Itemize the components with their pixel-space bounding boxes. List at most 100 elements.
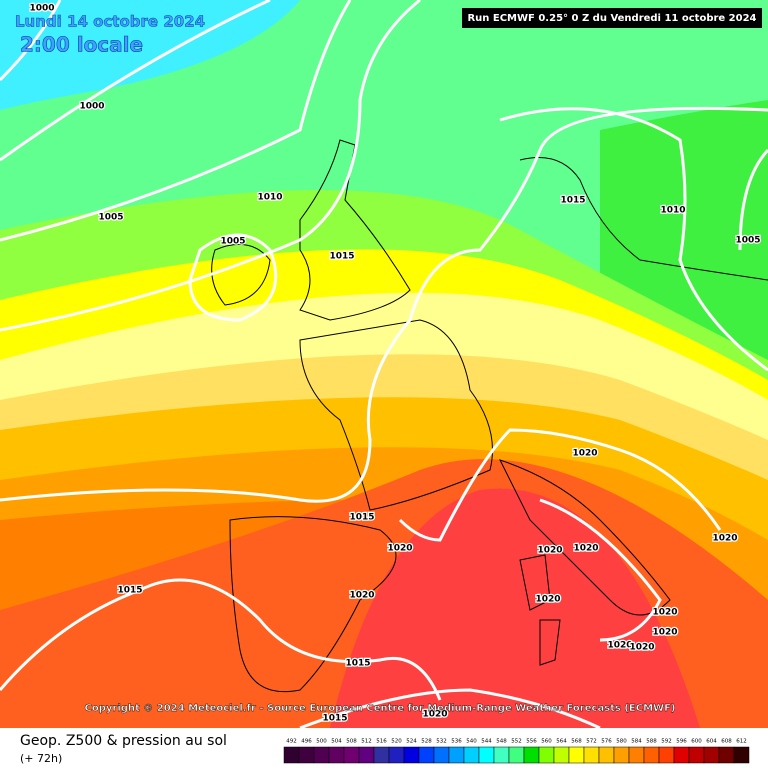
legend-swatch [478, 746, 495, 764]
coastlines [211, 139, 768, 693]
coast [211, 243, 271, 306]
legend-swatch [673, 746, 690, 764]
isobar-label: 1020 [573, 544, 598, 554]
footer-title: Geop. Z500 & pression au sol [20, 733, 227, 749]
legend-label: 512 [361, 739, 372, 745]
legend-label: 520 [391, 739, 402, 745]
legend-label: 608 [721, 739, 732, 745]
legend-label: 540 [466, 739, 477, 745]
isobar-label: 1010 [257, 193, 282, 203]
legend-swatch [358, 746, 375, 764]
isobar-label: 1020 [652, 608, 677, 618]
isobar-label: 1020 [607, 641, 632, 651]
coast [519, 554, 561, 666]
isobar-label: 1015 [345, 659, 370, 669]
isobar [539, 498, 662, 642]
isobar [738, 148, 768, 251]
isobar-label: 1020 [572, 449, 597, 459]
legend-swatch [373, 746, 390, 764]
legend-swatch [298, 746, 315, 764]
legend-swatch [328, 746, 345, 764]
isobar-label: 1020 [349, 591, 374, 601]
isobar [0, 0, 271, 162]
coast [299, 319, 493, 511]
coast [299, 139, 411, 321]
legend-label: 552 [511, 739, 522, 745]
run-info: Run ECMWF 0.25° 0 Z du Vendredi 11 octob… [467, 13, 756, 24]
legend-swatch [703, 746, 720, 764]
legend-swatch [313, 746, 330, 764]
isobar [0, 578, 442, 701]
isobar [0, 0, 421, 332]
legend-label: 556 [526, 739, 537, 745]
legend-swatch [448, 746, 465, 764]
coast [499, 459, 671, 616]
legend-label: 504 [331, 739, 342, 745]
legend-label: 528 [421, 739, 432, 745]
legend-label: 544 [481, 739, 492, 745]
legend-swatch [688, 746, 705, 764]
legend-label: 604 [706, 739, 717, 745]
legend-swatch [658, 746, 675, 764]
legend-swatch [538, 746, 555, 764]
coast [519, 157, 768, 281]
legend-swatch [418, 746, 435, 764]
isobar-label: 1020 [629, 643, 654, 653]
footer-lead: (+ 72h) [20, 752, 62, 765]
isobar-label: 1015 [329, 252, 354, 262]
isobar [0, 0, 62, 82]
legend-swatch [283, 746, 300, 764]
isobar-label: 1020 [652, 628, 677, 638]
legend-swatch [343, 746, 360, 764]
isobar [0, 0, 352, 242]
legend-swatch [523, 746, 540, 764]
legend-label: 516 [376, 739, 387, 745]
isobar-label: 1000 [29, 4, 54, 14]
legend-swatch [508, 746, 525, 764]
legend-swatch [493, 746, 510, 764]
legend-label: 592 [661, 739, 672, 745]
isobar-label: 1020 [387, 544, 412, 554]
isobar [188, 233, 278, 322]
legend-label: 580 [616, 739, 627, 745]
legend-swatch [598, 746, 615, 764]
map-date: Lundi 14 octobre 2024 [15, 13, 205, 31]
isobar-label: 1005 [98, 213, 123, 223]
legend-swatch [718, 746, 735, 764]
run-box [462, 8, 762, 28]
legend-label: 524 [406, 739, 417, 745]
isobar-label: 1000 [79, 102, 104, 112]
copyright: Copyright © 2024 Meteociel.fr - Source E… [85, 703, 676, 714]
legend-label: 532 [436, 739, 447, 745]
legend-swatch [733, 746, 750, 764]
isobar-labels: 1000 1000 1005 1005 1010 1015 1015 1010 1005 1020… [28, 2, 762, 725]
legend-swatch [613, 746, 630, 764]
legend-label: 584 [631, 739, 642, 745]
isobar [499, 107, 768, 372]
isobar-label: 1005 [735, 236, 760, 246]
legend-swatch [388, 746, 405, 764]
legend-swatch [583, 746, 600, 764]
legend-swatch [568, 746, 585, 764]
isobar-label: 1020 [422, 710, 447, 720]
isobar-label: 1005 [220, 237, 245, 247]
legend-swatch [628, 746, 645, 764]
coast [229, 516, 397, 693]
legend-label: 564 [556, 739, 567, 745]
legend-label: 572 [586, 739, 597, 745]
isobar-label: 1015 [349, 513, 374, 523]
legend-swatch [553, 746, 570, 764]
legend-label: 560 [541, 739, 552, 745]
isobar-label: 1010 [660, 206, 685, 216]
legend-label: 536 [451, 739, 462, 745]
legend-label: 548 [496, 739, 507, 745]
legend-label: 508 [346, 739, 357, 745]
isobar-label: 1015 [560, 196, 585, 206]
isobar-label: 1020 [537, 546, 562, 556]
legend-label: 600 [691, 739, 702, 745]
legend-label: 596 [676, 739, 687, 745]
legend-label: 496 [301, 739, 312, 745]
legend-label: 588 [646, 739, 657, 745]
